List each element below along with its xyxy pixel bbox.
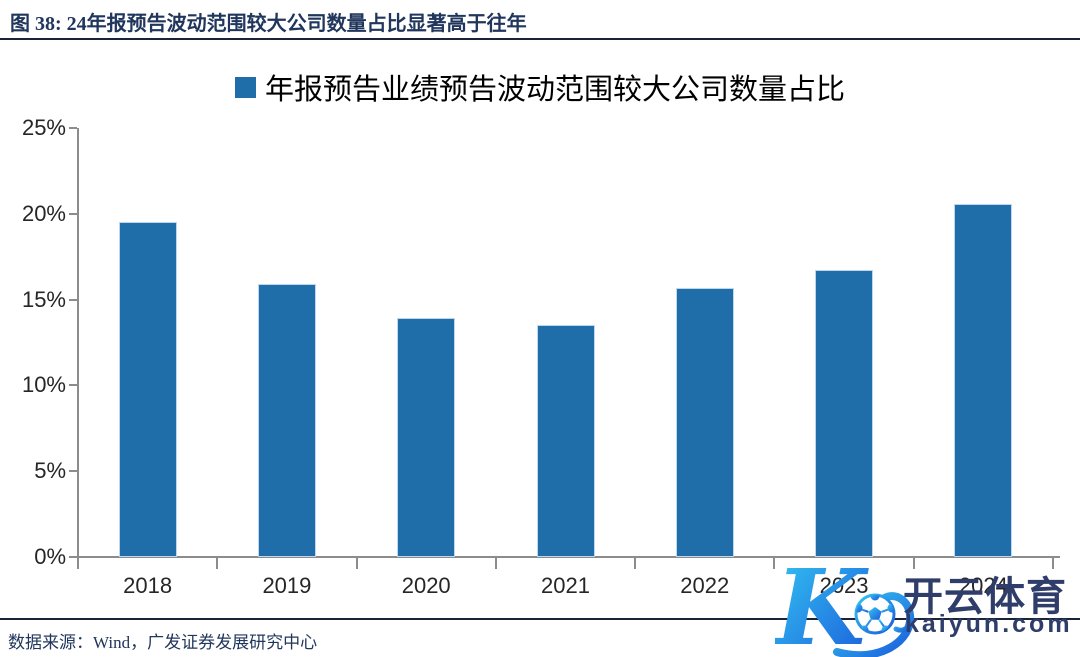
y-axis-tick <box>69 298 77 301</box>
x-axis-label: 2022 <box>680 573 730 598</box>
y-axis-tick <box>69 127 77 129</box>
x-axis-tick <box>77 557 79 569</box>
x-axis-tick <box>773 557 776 569</box>
kaiyun-watermark: K <box>775 552 1080 657</box>
footer-separator-line <box>0 618 1080 620</box>
chart-legend: 年报预告业绩预告波动范围较大公司数量占比 <box>0 66 1080 108</box>
bar-2018 <box>118 222 177 557</box>
y-axis-tick <box>69 212 77 215</box>
x-axis-label: 2019 <box>262 573 312 598</box>
y-axis-tick <box>69 556 77 558</box>
x-axis-line <box>71 556 1060 558</box>
legend-label: 年报预告业绩预告波动范围较大公司数量占比 <box>264 74 845 106</box>
bar-2021 <box>536 325 595 557</box>
x-axis-tick <box>494 557 497 569</box>
figure-title: 图 38: 24年报预告波动范围较大公司数量占比显著高于往年 <box>10 13 527 35</box>
x-axis-tick <box>634 557 637 569</box>
svg-text:K: K <box>775 552 869 657</box>
y-axis-tick <box>69 384 77 387</box>
kaiyun-k-glyph: K <box>775 552 915 657</box>
x-axis-label: 2024 <box>958 573 1008 598</box>
y-axis-label: 25% <box>21 115 66 140</box>
bar-2023 <box>815 270 874 557</box>
x-axis-tick <box>355 557 358 569</box>
title-separator-line <box>0 38 1080 40</box>
kaiyun-logo-icon: K <box>775 552 915 657</box>
y-axis-line <box>77 128 79 559</box>
x-axis-label: 2021 <box>541 573 590 598</box>
y-axis-label: 5% <box>34 458 66 484</box>
legend-marker-square <box>234 76 256 98</box>
y-axis-label: 20% <box>21 200 66 226</box>
y-axis-label: 0% <box>34 544 66 569</box>
y-axis-label: 15% <box>21 286 66 312</box>
y-axis-label: 10% <box>21 372 66 398</box>
x-axis-tick <box>1052 557 1054 569</box>
y-axis-tick <box>69 470 77 473</box>
soccer-ball-icon <box>854 593 896 635</box>
x-axis-tick <box>912 557 915 569</box>
bar-2024 <box>954 203 1013 557</box>
bar-2022 <box>675 287 734 557</box>
kaiyun-brand-text: 开云体育 <box>903 575 1067 619</box>
bar-2019 <box>257 284 316 557</box>
kaiyun-domain-text: kaiyun.com <box>905 610 1073 638</box>
data-source-text: 数据来源：Wind，广发证券发展研究中心 <box>8 633 318 652</box>
bar-2020 <box>397 318 456 557</box>
x-axis-label: 2020 <box>401 573 451 598</box>
x-axis-tick <box>216 557 219 569</box>
x-axis-label: 2023 <box>819 573 869 598</box>
x-axis-label: 2018 <box>123 573 173 598</box>
